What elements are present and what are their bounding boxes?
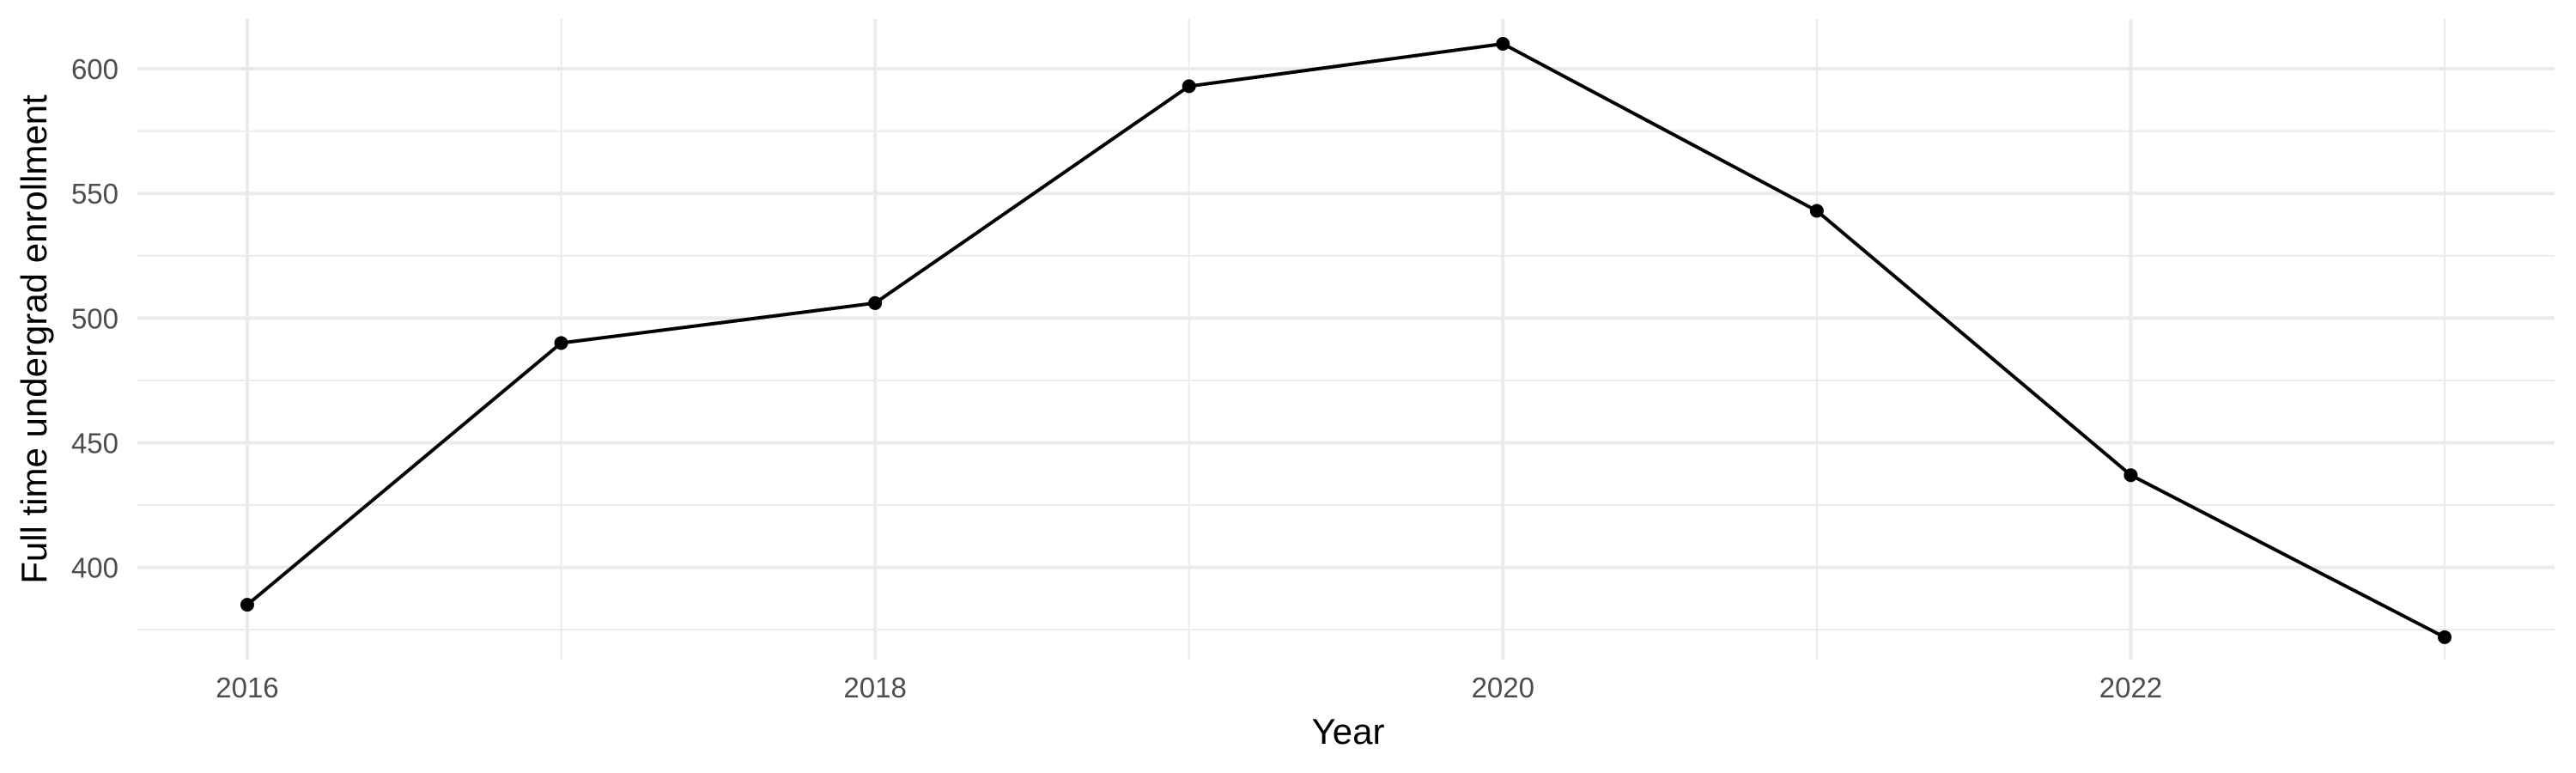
x-tick-label: 2018 [843, 672, 906, 703]
y-tick-label: 600 [71, 53, 118, 85]
x-tick-label: 2020 [1472, 672, 1534, 703]
y-axis-tick-labels: 400 450 500 550 600 [71, 53, 118, 584]
data-point [1809, 204, 1824, 218]
data-point [2438, 630, 2452, 644]
series-enrollment [246, 42, 2445, 639]
data-point [2123, 468, 2138, 483]
y-tick-label: 500 [71, 302, 118, 334]
y-tick-label: 400 [71, 552, 118, 584]
data-point [1182, 79, 1196, 94]
data-point [554, 336, 568, 350]
x-axis-tick-labels: 2016 2018 2020 2022 [216, 672, 2162, 703]
y-axis-title: Full time undergrad enrollment [14, 94, 54, 584]
grid-lines [137, 19, 2555, 660]
y-tick-label: 450 [71, 427, 118, 459]
data-points [240, 37, 2452, 644]
data-point [868, 295, 883, 310]
data-point [240, 598, 254, 612]
series-line [246, 42, 2445, 639]
y-tick-label: 550 [71, 178, 118, 210]
x-tick-label: 2022 [2099, 672, 2162, 703]
x-tick-label: 2016 [216, 672, 278, 703]
data-point [1496, 37, 1510, 52]
x-axis-title: Year [1312, 711, 1385, 752]
